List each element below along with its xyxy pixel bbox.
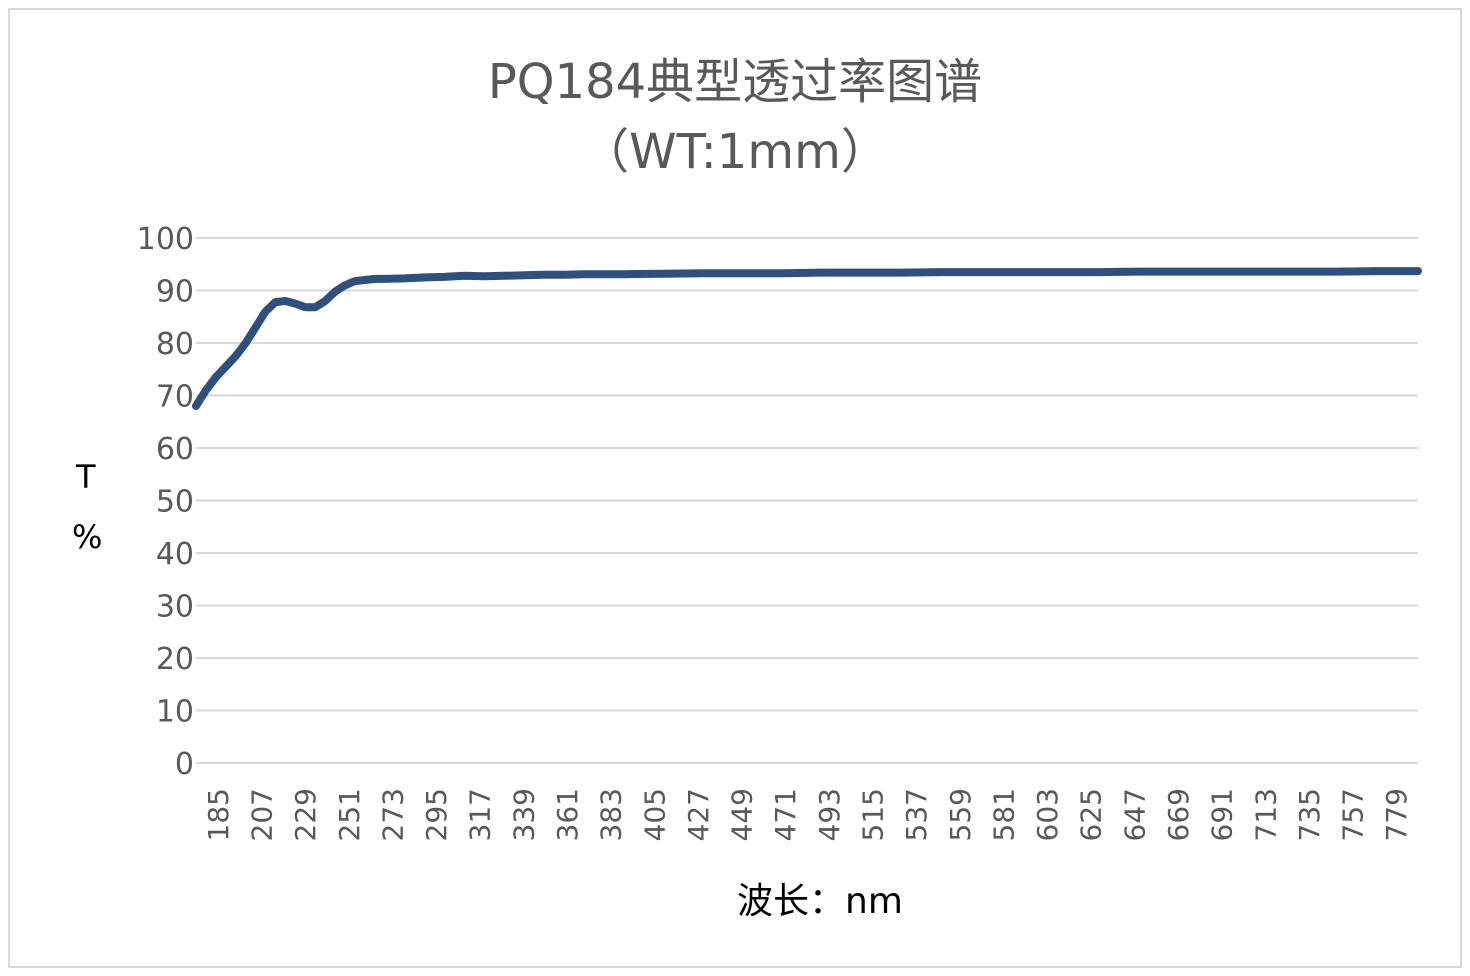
y-tick-label: 10 xyxy=(156,695,194,730)
y-tick-label: 60 xyxy=(156,432,194,467)
y-tick-label: 0 xyxy=(175,747,194,782)
x-tick-label: 713 xyxy=(1249,788,1282,841)
y-axis-label-line2: % xyxy=(72,518,103,556)
chart-title: PQ184典型透过率图谱 xyxy=(487,54,983,110)
x-tick-label: 493 xyxy=(813,788,846,841)
x-axis-label: 波长：nm xyxy=(737,881,903,922)
x-tick-label: 427 xyxy=(682,788,715,841)
x-tick-label: 251 xyxy=(333,788,366,841)
y-tick-label: 80 xyxy=(156,327,194,362)
x-tick-label: 625 xyxy=(1075,788,1108,841)
x-tick-label: 317 xyxy=(464,788,497,841)
y-axis-label-line1: T xyxy=(76,458,96,496)
x-tick-label: 757 xyxy=(1337,788,1370,841)
x-tick-label: 273 xyxy=(376,788,409,841)
x-tick-label: 295 xyxy=(420,788,453,841)
x-tick-label: 647 xyxy=(1118,788,1151,841)
x-tick-label: 603 xyxy=(1031,788,1064,841)
y-tick-label: 50 xyxy=(156,485,194,520)
x-tick-label: 515 xyxy=(856,788,889,841)
x-tick-label: 559 xyxy=(944,788,977,841)
x-tick-label: 537 xyxy=(900,788,933,841)
y-tick-label: 90 xyxy=(156,275,194,310)
y-tick-label: 70 xyxy=(156,380,194,415)
x-tick-label: 779 xyxy=(1380,788,1413,841)
x-tick-label: 229 xyxy=(289,788,322,841)
x-tick-label: 669 xyxy=(1162,788,1195,841)
y-tick-label: 20 xyxy=(156,642,194,677)
x-tick-label: 361 xyxy=(551,788,584,841)
y-tick-label: 100 xyxy=(137,222,194,257)
x-tick-label: 185 xyxy=(202,788,235,841)
y-tick-label: 30 xyxy=(156,590,194,625)
chart-frame xyxy=(8,8,1462,968)
x-tick-label: 581 xyxy=(987,788,1020,841)
x-tick-label: 339 xyxy=(507,788,540,841)
x-tick-label: 449 xyxy=(726,788,759,841)
x-tick-label: 691 xyxy=(1206,788,1239,841)
x-tick-label: 405 xyxy=(638,788,671,841)
series-line-0 xyxy=(192,267,1422,410)
y-tick-label: 40 xyxy=(156,537,194,572)
x-tick-label: 735 xyxy=(1293,788,1326,841)
x-tick-label: 207 xyxy=(245,788,278,841)
x-tick-label: 471 xyxy=(769,788,802,841)
chart-subtitle: （WT:1mm） xyxy=(581,124,889,180)
x-tick-label: 383 xyxy=(595,788,628,841)
